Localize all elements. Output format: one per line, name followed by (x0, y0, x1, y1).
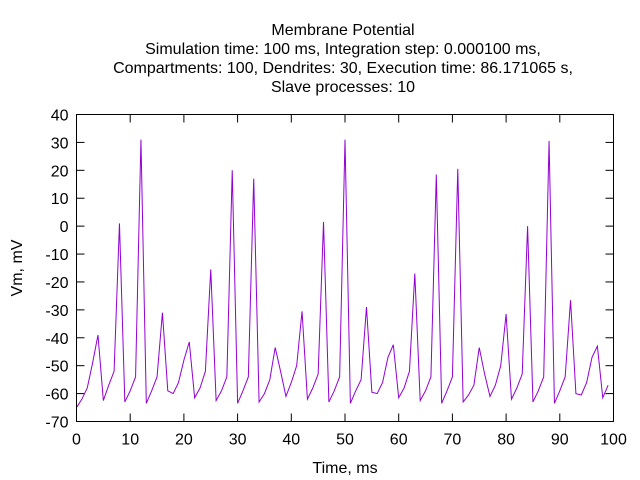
x-tick-label: 30 (229, 432, 247, 449)
x-tick-label: 80 (497, 432, 515, 449)
y-tick-label: -70 (45, 415, 68, 432)
y-tick-label: 40 (51, 108, 69, 125)
chart-title-line-3: Compartments: 100, Dendrites: 30, Execut… (113, 60, 573, 77)
chart-title-line-1: Membrane Potential (271, 22, 414, 39)
x-tick-label: 60 (390, 432, 408, 449)
axis-tick-labels: 0 10 20 30 40 50 60 70 80 90 100-70-60-50-40-30-20… (45, 108, 627, 449)
y-axis-label: Vm, mV (9, 239, 26, 296)
x-axis-label: Time, ms (312, 460, 377, 477)
plot-frame (76, 114, 614, 422)
x-tick-label: 100 (600, 432, 627, 449)
chart-title-line-2: Simulation time: 100 ms, Integration ste… (145, 41, 541, 58)
x-tick-label: 10 (121, 432, 139, 449)
y-tick-label: -40 (45, 331, 68, 348)
y-tick-label: 10 (51, 191, 69, 208)
y-tick-label: 30 (51, 135, 69, 152)
x-tick-label: 90 (551, 432, 569, 449)
x-tick-label: 0 (72, 432, 81, 449)
y-tick-label: 0 (60, 219, 69, 236)
x-tick-label: 70 (444, 432, 462, 449)
chart-title-line-4: Slave processes: 10 (271, 79, 415, 96)
y-tick-label: -20 (45, 275, 68, 292)
series-line (76, 139, 609, 408)
x-tick-label: 40 (282, 432, 300, 449)
y-tick-label: -30 (45, 303, 68, 320)
y-tick-label: -60 (45, 387, 68, 404)
x-tick-label: 50 (336, 432, 354, 449)
y-tick-label: -10 (45, 247, 68, 264)
y-tick-label: -50 (45, 359, 68, 376)
y-tick-label: 20 (51, 163, 69, 180)
x-tick-label: 20 (175, 432, 193, 449)
